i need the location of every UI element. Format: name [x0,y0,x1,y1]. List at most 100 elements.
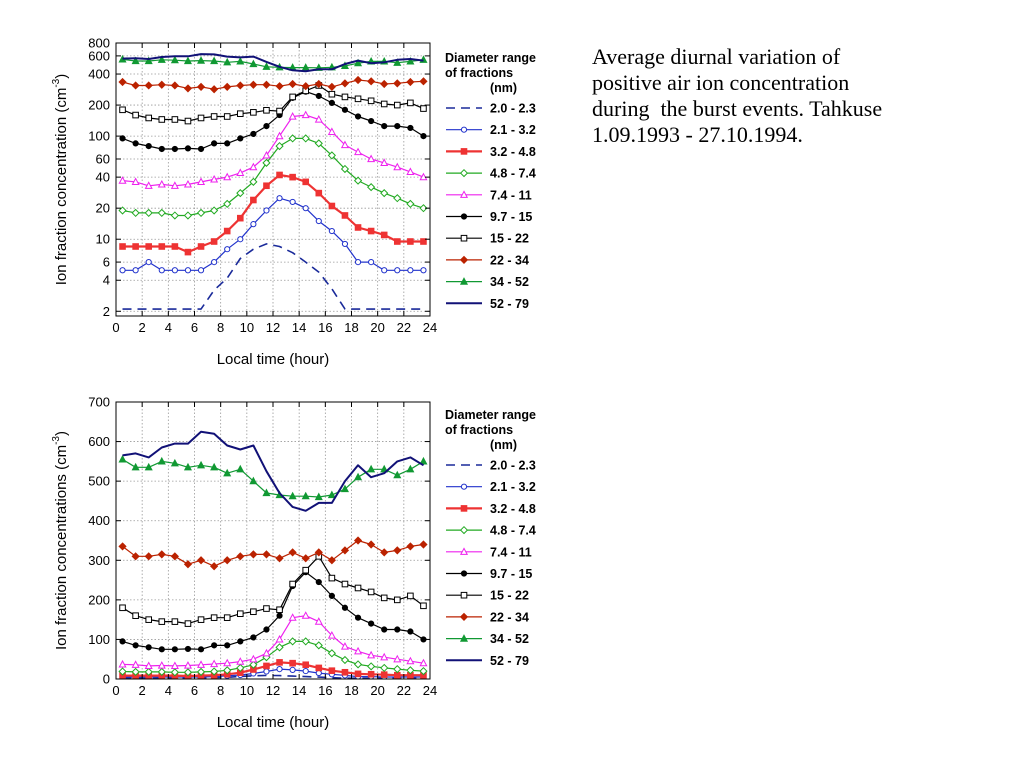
data-point [250,196,257,204]
data-point [340,642,349,650]
data-point [236,168,245,176]
data-point [250,109,257,116]
data-point [420,267,427,274]
legend-label: 2.0 - 2.3 [490,459,536,473]
data-point [380,548,389,557]
data-point [275,554,284,563]
x-tick-label: 22 [397,683,411,698]
data-point [263,626,270,633]
data-point [131,462,140,471]
x-tick-label: 0 [112,683,119,698]
data-point [327,490,336,499]
y-tick-label: 400 [88,513,110,528]
data-point [184,117,192,125]
data-point [250,221,257,228]
x-tick-label: 12 [266,683,280,698]
data-point [158,646,165,653]
data-point [132,267,139,274]
data-point [118,667,127,676]
data-point [301,637,310,646]
data-point [170,552,179,561]
data-point [119,604,126,612]
data-point [341,240,349,248]
data-point [263,668,270,675]
data-point [354,113,362,120]
data-point [328,592,335,600]
data-point [289,198,296,206]
data-point [131,552,140,561]
data-point [144,56,153,65]
data-point [354,646,363,655]
data-point [223,468,232,477]
data-point [183,462,192,471]
data-point [276,606,283,614]
data-point [249,177,258,186]
x-tick-label: 18 [344,683,358,698]
data-point [354,258,362,266]
data-point [197,114,205,122]
data-point [171,646,178,653]
data-point [380,158,389,166]
data-point [170,81,179,90]
data-point [275,634,284,643]
data-point [249,660,258,669]
data-point [184,645,192,653]
data-point [262,150,271,159]
legend-label: 22 - 34 [490,253,529,267]
figure-caption: Average diurnal variation of positive ai… [592,44,1012,148]
data-point [381,626,388,633]
legend-marker [460,483,468,490]
data-point [184,248,192,256]
legend-label: 9.7 - 15 [490,567,532,581]
data-point [118,206,127,215]
data-point [196,667,206,676]
data-point [289,580,296,588]
data-point [419,204,428,213]
data-point [328,99,335,106]
data-point [406,464,415,473]
legend-marker [460,148,468,155]
data-point [118,176,127,184]
legend-label: 3.2 - 4.8 [490,502,536,516]
x-tick-label: 6 [191,683,198,698]
legend-marker [460,591,468,599]
caption-line: Average diurnal variation of [592,44,841,69]
data-point [354,584,362,592]
data-point [132,642,139,649]
data-point [354,670,362,678]
data-point [381,267,388,274]
x-tick-label: 16 [318,320,332,335]
data-point [262,488,271,497]
data-point [301,134,310,143]
data-point [393,58,402,66]
data-point [328,227,335,235]
data-point [327,649,336,658]
legend-label: 15 - 22 [490,589,529,603]
legend-marker [460,505,468,512]
data-point [407,592,414,600]
x-tick-label: 4 [165,320,172,335]
x-tick-label: 18 [344,320,358,335]
data-point [145,258,152,266]
data-point [315,578,322,586]
data-point [250,608,257,616]
legend-label: 7.4 - 11 [490,545,532,559]
data-point [420,105,427,112]
data-point [367,227,375,235]
data-point [340,79,350,88]
data-point [210,659,219,668]
data-point [197,660,206,668]
data-point [223,227,231,235]
data-point [315,92,322,100]
data-point [354,472,363,481]
legend-label: 2.1 - 3.2 [490,480,536,494]
data-point [236,552,245,561]
data-point [183,560,193,569]
legend-label: 22 - 34 [490,610,529,624]
data-point [353,176,363,185]
data-point [236,110,244,117]
data-point [145,243,153,250]
data-point [380,79,389,89]
data-point [367,154,376,163]
data-point [249,476,258,485]
